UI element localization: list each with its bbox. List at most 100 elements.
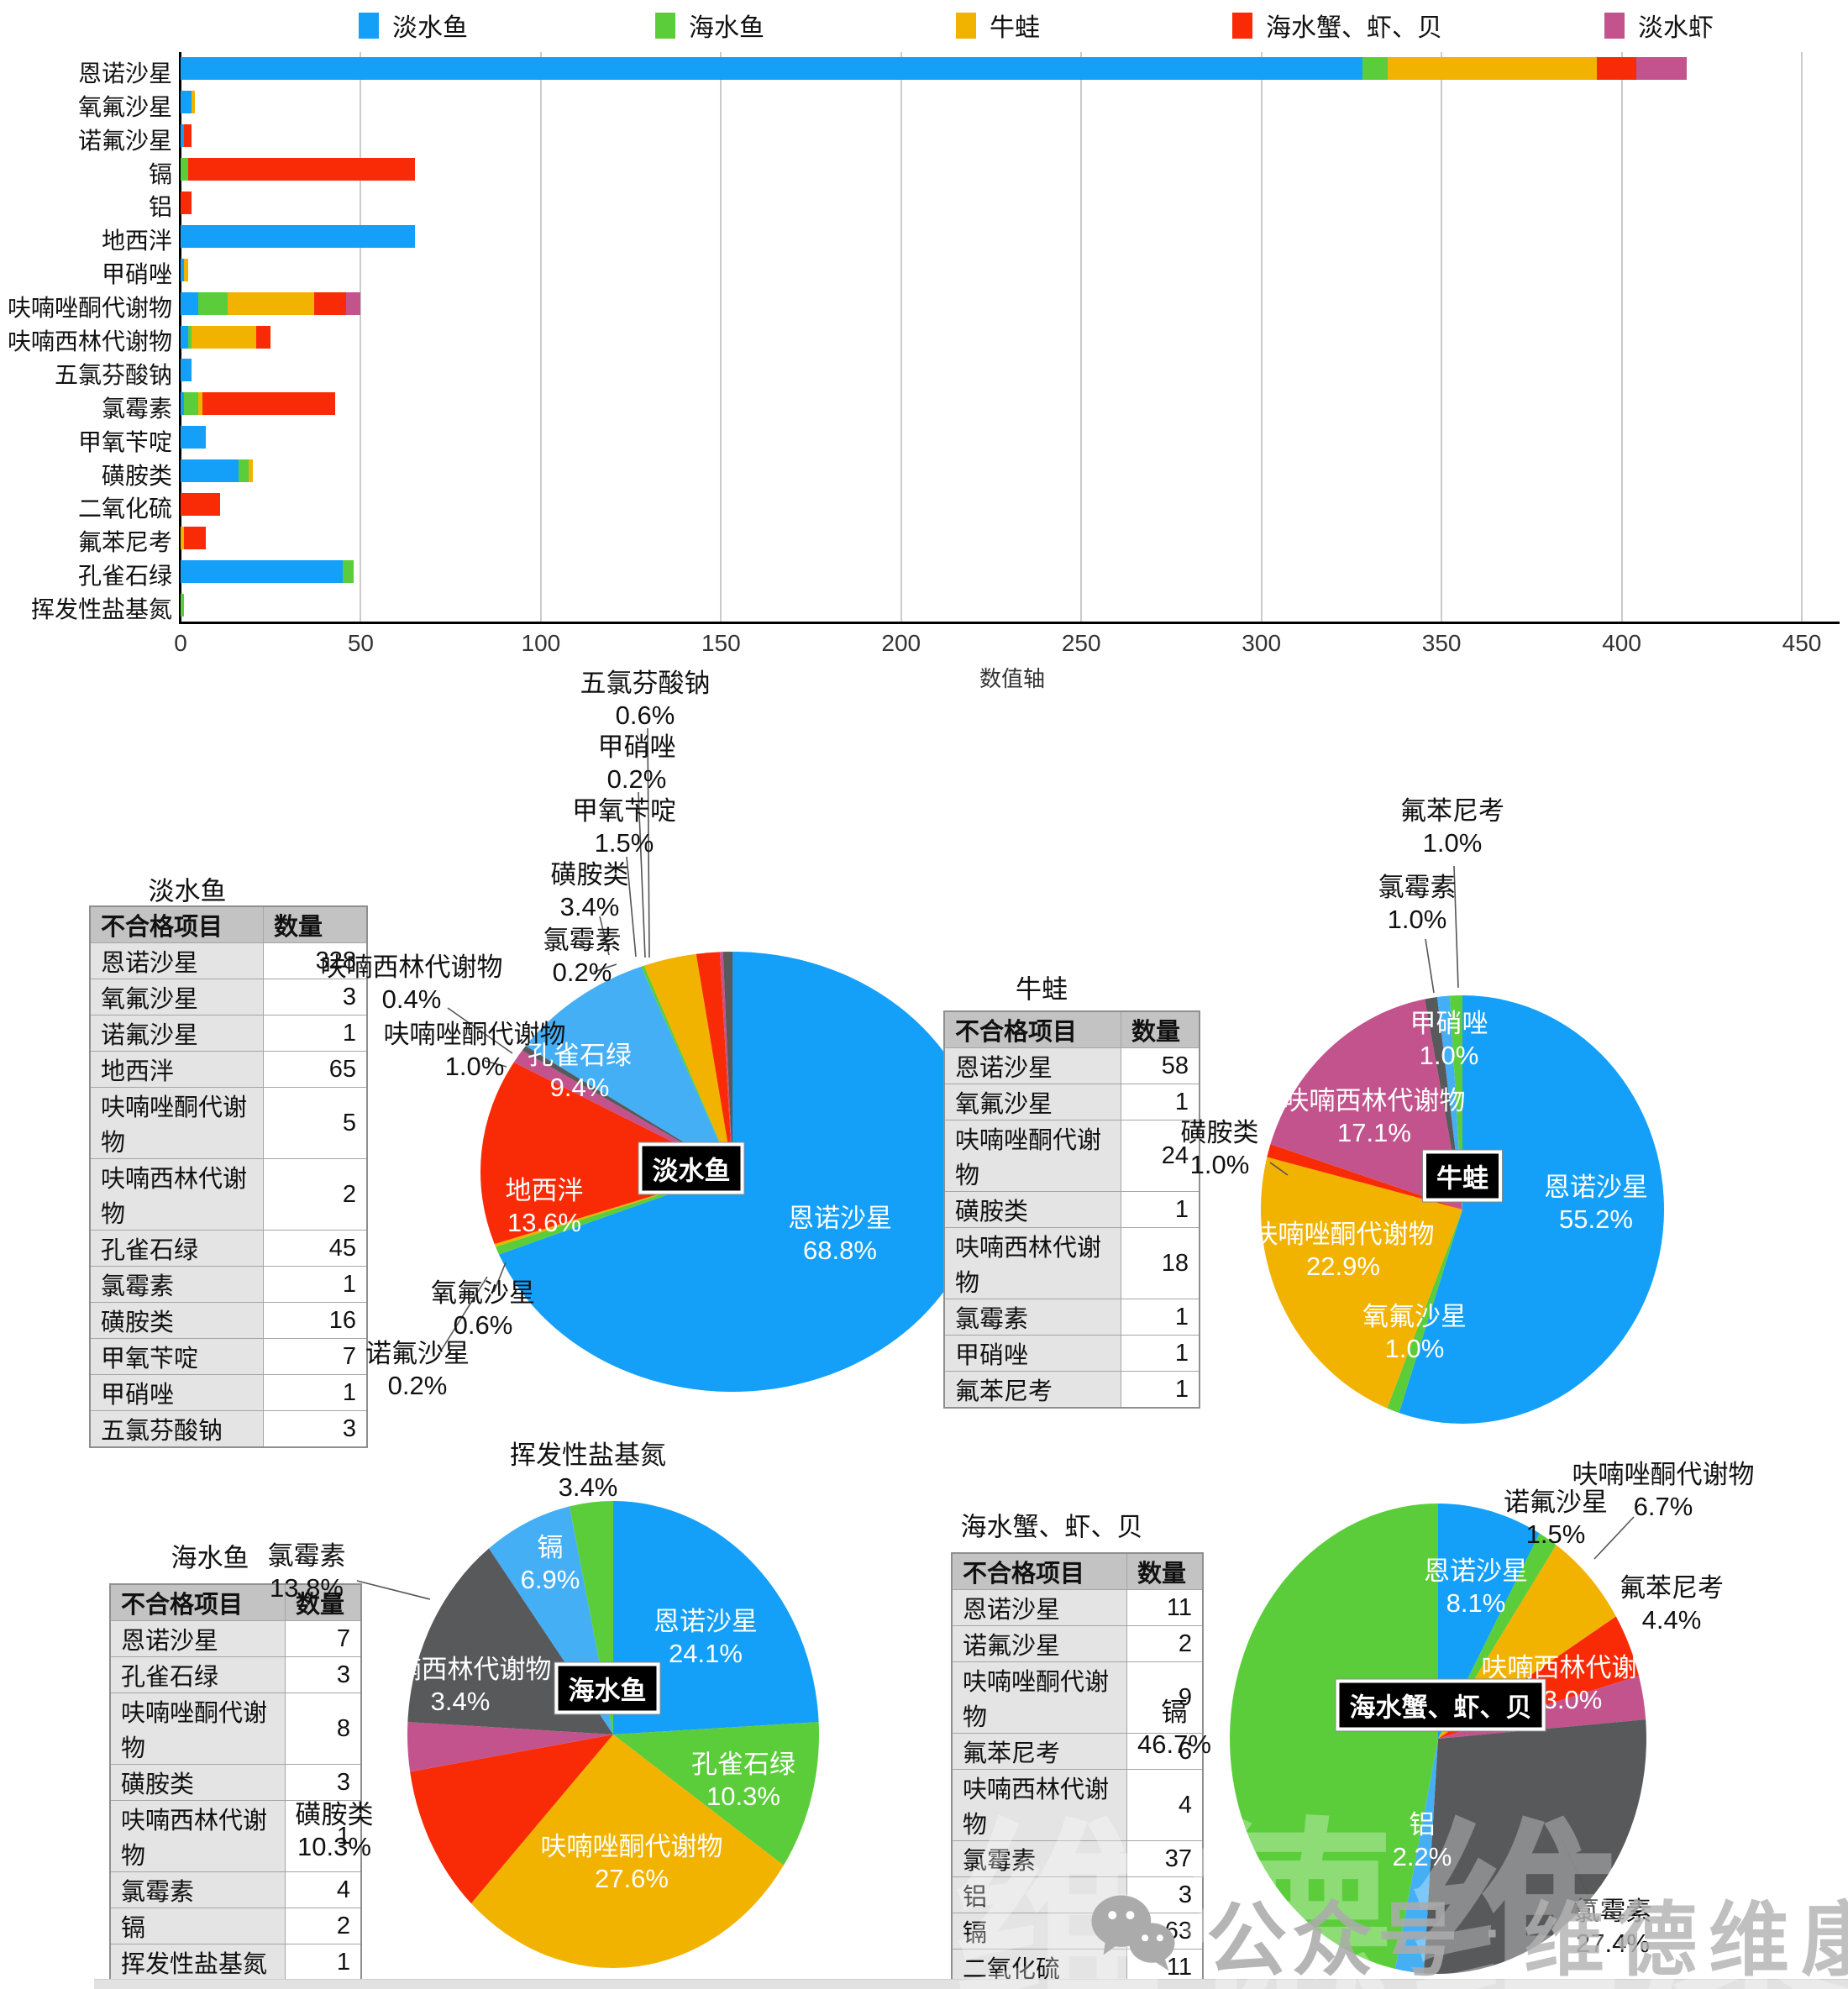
pie-slice-label: 呋喃唑酮代谢物 22.9% bbox=[1252, 1219, 1435, 1283]
pie-slice-label: 诺氟沙星 1.5% bbox=[1504, 1487, 1608, 1551]
legend-item: 淡水鱼 bbox=[359, 7, 468, 44]
pie-slice-label-pct: 3.4% bbox=[430, 1687, 491, 1716]
watermark-text-1: 公众号 bbox=[1206, 1896, 1463, 1986]
table-cell-qty: 7 bbox=[263, 1338, 368, 1375]
table-row: 孔雀石绿 45 bbox=[89, 1230, 368, 1267]
pie-slice-地西泮 bbox=[480, 1062, 732, 1245]
table-row: 恩诺沙星 7 bbox=[109, 1620, 362, 1657]
table-cell-item: 孔雀石绿 bbox=[89, 1230, 264, 1267]
table-header-item: 不合格项目 bbox=[943, 1010, 1121, 1048]
table-row: 诺氟沙星 2 bbox=[951, 1625, 1204, 1662]
pie-slice-label: 呋喃西林代谢物 3.0% bbox=[1482, 1652, 1664, 1716]
grid-line bbox=[1260, 52, 1263, 622]
table-row: 磺胺类 3 bbox=[109, 1764, 362, 1801]
table-cell-qty: 65 bbox=[263, 1051, 368, 1088]
pie-slice-label-name: 铝 bbox=[1409, 1810, 1436, 1839]
pie-slice-label-pct: 46.7% bbox=[1137, 1729, 1211, 1759]
watermark-separator: · bbox=[1485, 1905, 1502, 1961]
table-header-item: 不合格项目 bbox=[89, 905, 264, 943]
table-cell-qty: 2 bbox=[263, 1158, 368, 1231]
table-row: 氯霉素 37 bbox=[951, 1840, 1204, 1877]
grid-line bbox=[900, 52, 902, 622]
pie-slice-label-pct: 0.2% bbox=[606, 764, 667, 794]
table-row: 恩诺沙星 11 bbox=[951, 1589, 1204, 1626]
pie-slice-呋喃唑酮代谢物 bbox=[1261, 1157, 1462, 1409]
table-cell-qty: 3 bbox=[285, 1764, 362, 1801]
table-header-qty: 数量 bbox=[263, 905, 368, 943]
bar-category-label: 氯霉素 bbox=[101, 395, 172, 422]
table-cell-qty: 1 bbox=[285, 1944, 362, 1981]
legend-label: 海水鱼 bbox=[689, 14, 764, 42]
table-cell-item: 磺胺类 bbox=[943, 1191, 1121, 1228]
pie-slice-呋喃西林代谢物 bbox=[407, 1722, 613, 1772]
pie-slice-label-pct: 27.4% bbox=[1576, 1929, 1650, 1958]
pie-slice-label: 氯霉素 13.8% bbox=[268, 1540, 346, 1604]
pie-slice-label-name: 氯霉素 bbox=[1378, 873, 1457, 902]
table-cell-qty: 4 bbox=[1126, 1769, 1204, 1841]
pie-slice-label-pct: 1.0% bbox=[1384, 1334, 1445, 1363]
pie-slice-label-pct: 0.4% bbox=[381, 984, 442, 1014]
bar-segment bbox=[181, 224, 415, 248]
pie-slice-label-pct: 27.6% bbox=[595, 1864, 669, 1893]
pie-slice-label: 地西泮 13.6% bbox=[506, 1175, 584, 1239]
table-cell-item: 氟苯尼考 bbox=[943, 1371, 1121, 1409]
watermark: 公众号 · 维德维康 bbox=[1084, 1875, 1848, 1989]
table-header-row: 不合格项目 数量 bbox=[951, 1552, 1204, 1590]
table-row: 甲硝唑 1 bbox=[89, 1374, 368, 1411]
pie-slice-label-name: 恩诺沙星 bbox=[1424, 1556, 1528, 1586]
table-cell-qty: 1 bbox=[285, 1800, 362, 1872]
bar-segment bbox=[184, 526, 206, 549]
pie-slice-label-pct: 0.6% bbox=[453, 1310, 513, 1340]
pie-slice-label: 甲氧苄啶 1.5% bbox=[572, 795, 676, 859]
table-cell-item: 恩诺沙星 bbox=[943, 1047, 1121, 1084]
pie-slice-label: 磺胺类 1.0% bbox=[1181, 1117, 1259, 1181]
table-cell-qty: 1 bbox=[1121, 1191, 1200, 1228]
table-row: 呋喃西林代谢物 1 bbox=[109, 1800, 362, 1872]
table-cell-qty: 1 bbox=[263, 1266, 368, 1303]
pie-slice-label: 孔雀石绿 10.3% bbox=[691, 1749, 795, 1813]
bar-category-label: 五氯芬酸钠 bbox=[54, 361, 172, 388]
table-cell-qty: 5 bbox=[263, 1087, 368, 1159]
table-row: 地西泮 65 bbox=[89, 1051, 368, 1088]
table-row: 五氯芬酸钠 3 bbox=[89, 1410, 368, 1448]
pie-slice-label-pct: 3.4% bbox=[558, 1472, 618, 1502]
bar-segment bbox=[198, 392, 202, 416]
grid-line bbox=[539, 52, 542, 622]
pie-slice-label-name: 呋喃西林代谢物 bbox=[320, 953, 503, 982]
bar-category-label: 铝 bbox=[148, 194, 172, 221]
pie-slice-label-name: 呋喃唑酮代谢物 bbox=[1572, 1460, 1755, 1489]
table-cell-qty: 1 bbox=[263, 1374, 368, 1411]
table-cell-qty: 3 bbox=[1126, 1876, 1204, 1913]
pie-slice-label: 呋喃西林代谢物 3.4% bbox=[370, 1654, 552, 1718]
table-row: 氧氟沙星 3 bbox=[89, 979, 368, 1015]
table-cell-qty: 4 bbox=[285, 1871, 362, 1908]
table-cell-item: 呋喃西林代谢物 bbox=[109, 1800, 286, 1872]
pie-slice-label-pct: 17.1% bbox=[1337, 1118, 1411, 1147]
pie-slice-label-pct: 3.4% bbox=[559, 892, 620, 921]
bottom-strip bbox=[94, 1979, 1848, 1989]
bar-category-label: 挥发性盐基氮 bbox=[30, 596, 172, 623]
table-cell-qty: 1 bbox=[1121, 1084, 1200, 1120]
axis-tick-label: 250 bbox=[1061, 630, 1101, 656]
pie-slice-label: 甲硝唑 0.2% bbox=[598, 732, 676, 795]
table-row: 恩诺沙星 58 bbox=[943, 1047, 1200, 1084]
bar-segment bbox=[181, 559, 343, 583]
bar-segment bbox=[181, 57, 1362, 81]
pie-slice-label-pct: 2.2% bbox=[1392, 1842, 1452, 1871]
bar-category-label: 镉 bbox=[148, 160, 172, 187]
table-row: 诺氟沙星 1 bbox=[89, 1015, 368, 1052]
pie-slice-磺胺类 bbox=[410, 1734, 613, 1904]
table-cell-item: 氧氟沙星 bbox=[943, 1084, 1121, 1120]
pie-slice-甲氧苄啶 bbox=[696, 952, 732, 1172]
pie-slice-label-pct: 24.1% bbox=[669, 1639, 743, 1668]
pie-slice-label-pct: 1.0% bbox=[1387, 905, 1447, 934]
pie-slice-label-name: 呋喃唑酮代谢物 bbox=[1252, 1220, 1435, 1249]
table-row: 呋喃唑酮代谢物 8 bbox=[109, 1692, 362, 1765]
table-cell-item: 恩诺沙星 bbox=[89, 942, 264, 979]
pie-slice-磺胺类 bbox=[643, 953, 732, 1172]
bar-category-label: 磺胺类 bbox=[101, 462, 172, 489]
table-cell-item: 呋喃西林代谢物 bbox=[943, 1227, 1121, 1299]
legend-swatch bbox=[956, 12, 976, 39]
pie-slice-label-name: 磺胺类 bbox=[1180, 1118, 1259, 1147]
table-cell-item: 磺胺类 bbox=[109, 1764, 286, 1801]
